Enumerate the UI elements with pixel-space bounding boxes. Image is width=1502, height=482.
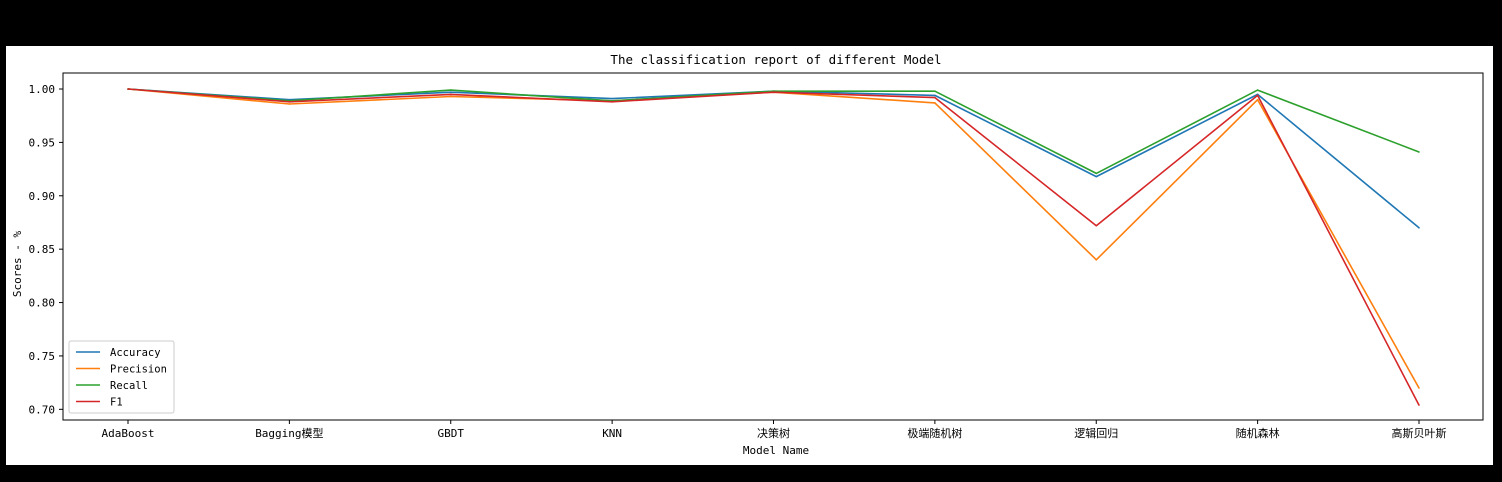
data-point-accuracy — [1095, 175, 1098, 178]
y-tick-label: 1.00 — [29, 83, 56, 96]
series-line-precision — [127, 88, 1420, 389]
legend-label-f1: F1 — [110, 397, 123, 409]
data-point-f1 — [1095, 224, 1098, 227]
data-point-recall — [1418, 151, 1420, 153]
data-point-f1 — [934, 96, 936, 99]
x-axis-label: Model Name — [743, 444, 809, 457]
chart-figure: The classification report of different M… — [6, 46, 1493, 465]
x-tick-label: Bagging模型 — [255, 426, 323, 440]
series-line-accuracy — [127, 88, 1420, 229]
x-tick-label: AdaBoost — [102, 427, 155, 440]
data-point-precision — [1418, 387, 1420, 389]
legend-box — [68, 340, 175, 414]
legend-label-recall: Recall — [110, 380, 148, 392]
data-point-accuracy — [934, 94, 936, 97]
data-point-f1 — [288, 101, 291, 103]
x-tick-label: 高斯贝叶斯 — [1392, 426, 1447, 440]
data-point-precision — [288, 103, 291, 105]
x-tick-label: GBDT — [438, 427, 465, 440]
data-point-recall — [1256, 89, 1259, 91]
data-point-f1 — [1256, 94, 1259, 97]
x-tick-label: 逻辑回归 — [1074, 426, 1118, 440]
data-point-f1 — [449, 93, 452, 96]
x-tick-label: 随机森林 — [1236, 426, 1280, 440]
y-tick-label: 0.80 — [29, 297, 56, 310]
data-point-f1 — [611, 101, 613, 103]
x-tick-label: KNN — [602, 427, 622, 440]
plot-area: 0.70 0.75 0.80 0.85 0.90 0.95 1.00 AdaBoost Bagg… — [29, 72, 1484, 440]
data-point-f1 — [127, 88, 129, 90]
legend-label-precision: Precision — [110, 364, 167, 376]
series-line-f1 — [127, 88, 1420, 406]
data-point-accuracy — [611, 97, 613, 100]
y-tick-label: 0.75 — [29, 350, 56, 363]
y-tick-label: 0.70 — [29, 403, 56, 416]
y-tick-label: 0.95 — [29, 136, 56, 149]
data-point-precision — [449, 95, 452, 98]
data-point-precision — [1256, 98, 1259, 101]
x-tick-label: 极端随机树 — [907, 426, 962, 440]
data-point-f1 — [772, 91, 775, 94]
data-point-accuracy — [449, 91, 452, 94]
y-axis-label: Scores - % — [11, 231, 24, 298]
data-point-recall — [449, 89, 452, 91]
data-point-recall — [1095, 172, 1098, 175]
axes-frame — [62, 72, 1484, 421]
data-point-accuracy — [1418, 227, 1420, 229]
line-chart: The classification report of different M… — [11, 52, 1484, 457]
y-tick-label: 0.85 — [29, 243, 56, 256]
legend: Accuracy Precision Recall F1 — [68, 340, 175, 414]
x-tick-label: 决策树 — [757, 426, 790, 440]
data-point-f1 — [1418, 404, 1420, 406]
data-point-precision — [934, 102, 936, 104]
y-tick-label: 0.90 — [29, 190, 56, 203]
chart-title: The classification report of different M… — [610, 52, 941, 67]
legend-label-accuracy: Accuracy — [110, 347, 161, 359]
data-point-precision — [1095, 259, 1098, 261]
data-point-recall — [934, 90, 936, 92]
